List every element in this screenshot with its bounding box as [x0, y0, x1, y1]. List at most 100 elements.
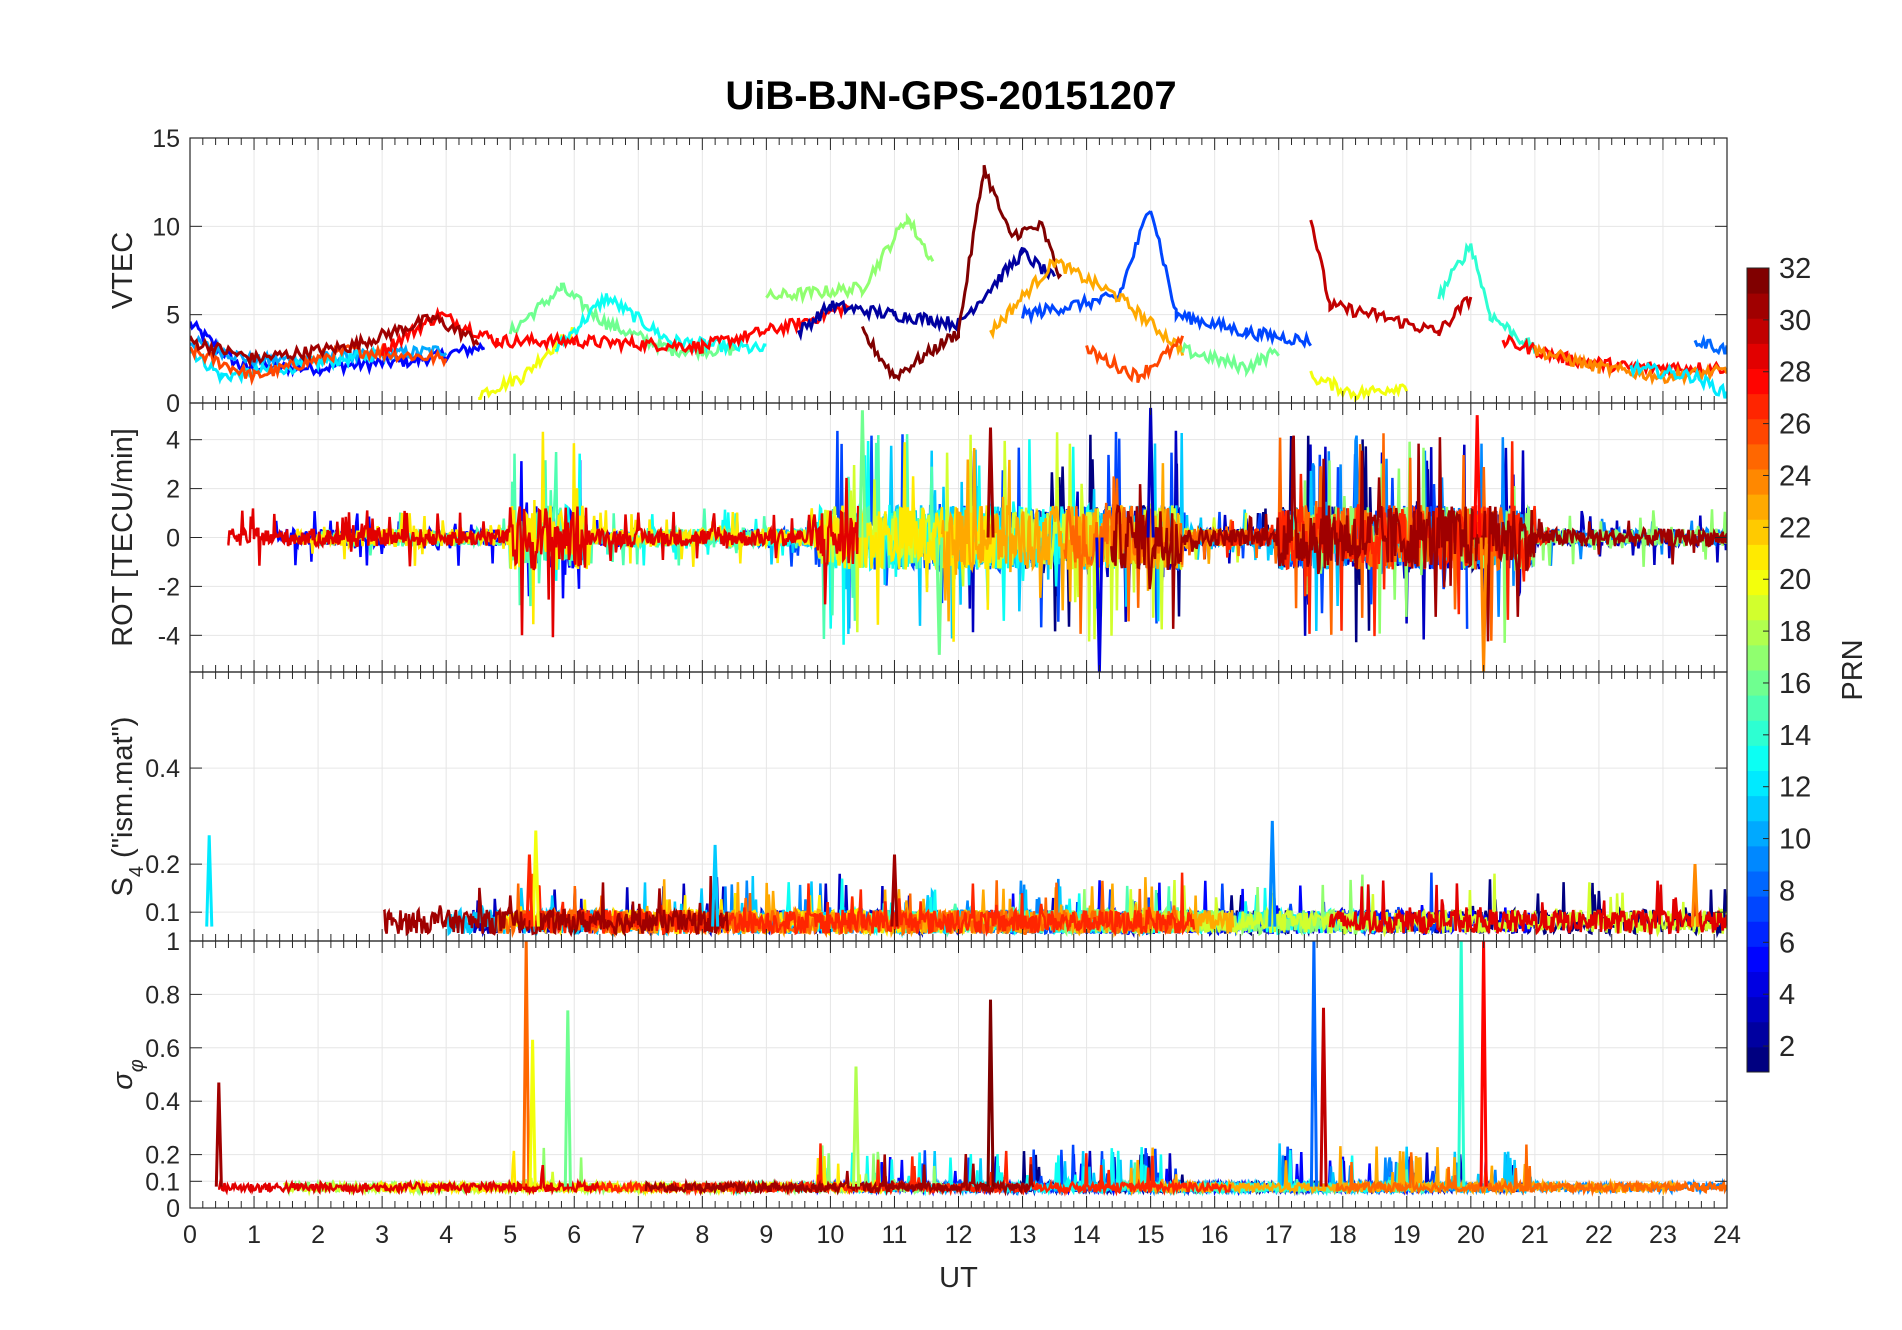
trace-prn29	[1328, 878, 1727, 936]
y-tick-label: 10	[152, 213, 180, 241]
colorbar-tick-label: 12	[1779, 772, 1811, 804]
vtec-line-prn24	[1533, 343, 1727, 387]
peak-prn24	[1479, 537, 1488, 672]
y-tick-label: -4	[158, 622, 180, 650]
colorbar-swatch	[1747, 644, 1769, 671]
figure-title: UiB-BJN-GPS-20151207	[725, 74, 1177, 118]
vtec-line-prn16	[1181, 341, 1280, 378]
colorbar-tick-label: 20	[1779, 564, 1811, 596]
panel-4: 00.10.2 0.4 0.6 0.8 1 σφ	[107, 928, 1728, 1223]
series-group	[214, 941, 1727, 1197]
colorbar-swatch	[1747, 770, 1769, 797]
x-tick-label: 9	[759, 1221, 773, 1249]
vtec-line-prn26	[190, 341, 448, 386]
colorbar-swatch	[1747, 921, 1769, 947]
vtec-line-prn14	[1437, 242, 1537, 354]
colorbar-swatch	[1747, 896, 1769, 922]
x-tick-label: 6	[567, 1221, 581, 1249]
colorbar-swatch	[1747, 820, 1769, 847]
x-tick-label: 2	[311, 1221, 325, 1249]
colorbar-tick-label: 16	[1779, 668, 1811, 700]
y-tick-label: 0.1	[145, 899, 180, 927]
peak-prn11	[711, 844, 720, 927]
colorbar-tick-label: 2	[1779, 1031, 1795, 1063]
trace-prn25	[1335, 1144, 1727, 1197]
x-tick-label: 15	[1137, 1221, 1165, 1249]
x-tick-label: 7	[631, 1221, 645, 1249]
x-tick-label: 0	[183, 1221, 197, 1249]
y-axis-label: ROT [TECU/min]	[107, 428, 139, 647]
colorbar-swatch	[1747, 745, 1769, 771]
colorbar-swatch	[1747, 670, 1769, 696]
vtec-line-prn23	[989, 258, 1185, 357]
x-tick-label: 20	[1457, 1221, 1485, 1249]
y-tick-label: 0.4	[145, 1088, 180, 1116]
colorbar-tick-label: 32	[1779, 253, 1811, 285]
peak-prn31	[890, 854, 899, 927]
panel-1: 0 5 10 15 VTEC	[107, 125, 1728, 418]
colorbar-swatch	[1747, 293, 1769, 319]
colorbar-swatch	[1747, 368, 1769, 395]
colorbar-tick-label: 30	[1779, 305, 1811, 337]
y-axis-label: VTEC	[107, 232, 139, 309]
peak-prn27	[525, 854, 534, 927]
x-tick-label: 4	[439, 1221, 453, 1249]
peak-prn4	[1095, 537, 1104, 672]
trace-prn31	[382, 875, 729, 938]
x-tick-label: 23	[1649, 1221, 1677, 1249]
x-tick-label: 3	[375, 1221, 389, 1249]
colorbar-tick-label: 10	[1779, 824, 1811, 856]
peak-prn12	[205, 835, 214, 927]
x-tick-label: 11	[881, 1221, 907, 1249]
x-tick-label: 14	[1073, 1221, 1101, 1249]
x-tick-label: 18	[1329, 1221, 1357, 1249]
peak-prn18	[852, 1066, 861, 1187]
trace-prn31	[1110, 435, 1727, 642]
y-tick-label: 1	[166, 928, 180, 956]
peak-prn32	[986, 999, 995, 1187]
x-tick-label: 21	[1521, 1221, 1549, 1249]
vtec-line-prn20	[1309, 370, 1409, 403]
colorbar-tick-label: 14	[1779, 720, 1811, 752]
x-tick-label: 5	[503, 1221, 517, 1249]
y-tick-label: 0	[166, 1195, 180, 1223]
peak-prn25	[522, 941, 531, 1187]
colorbar-swatch	[1747, 619, 1769, 646]
colorbar-swatch	[1747, 318, 1769, 344]
y-tick-label: 0	[166, 525, 180, 553]
panel-3: 0.1 0.2 0.4S4 ("ism.mat")	[107, 671, 1728, 942]
trace-prn29	[227, 477, 860, 638]
x-tick-label: 1	[247, 1221, 261, 1249]
y-tick-label: 0	[166, 390, 180, 418]
peak-prn16	[858, 410, 867, 538]
colorbar-tick-label: 22	[1779, 512, 1811, 544]
x-tick-label: 24	[1713, 1221, 1741, 1249]
colorbar-tick-label: 28	[1779, 357, 1811, 389]
peak-prn8	[1309, 941, 1318, 1187]
vtec-line-prn12	[1629, 358, 1727, 399]
colorbar-frame	[1746, 267, 1770, 1073]
colorbar-swatch	[1747, 720, 1769, 746]
y-tick-label: 5	[166, 302, 180, 330]
colorbar-swatch	[1747, 343, 1769, 369]
peak-prn9	[1268, 820, 1277, 927]
colorbar-swatch	[1747, 795, 1769, 822]
colorbar-swatch	[1747, 971, 1769, 998]
vtec-line-prn8	[1693, 333, 1727, 356]
colorbar-swatch	[1747, 268, 1769, 294]
series-group	[227, 407, 1727, 672]
colorbar-swatch	[1747, 469, 1769, 495]
y-tick-label: 0.1	[145, 1168, 180, 1196]
y-tick-label: -2	[158, 573, 180, 601]
peak-prn16	[935, 537, 944, 655]
x-tick-label: 12	[945, 1221, 973, 1249]
x-tick-label: 16	[1201, 1221, 1229, 1249]
y-tick-label: 4	[166, 427, 180, 455]
colorbar-swatch	[1747, 418, 1769, 445]
colorbar-tick-label: 8	[1779, 875, 1795, 907]
y-axis-label: S4 ("ism.mat")	[107, 717, 148, 897]
x-tick-label: 22	[1585, 1221, 1613, 1249]
vtec-line-prn32	[861, 164, 1063, 382]
